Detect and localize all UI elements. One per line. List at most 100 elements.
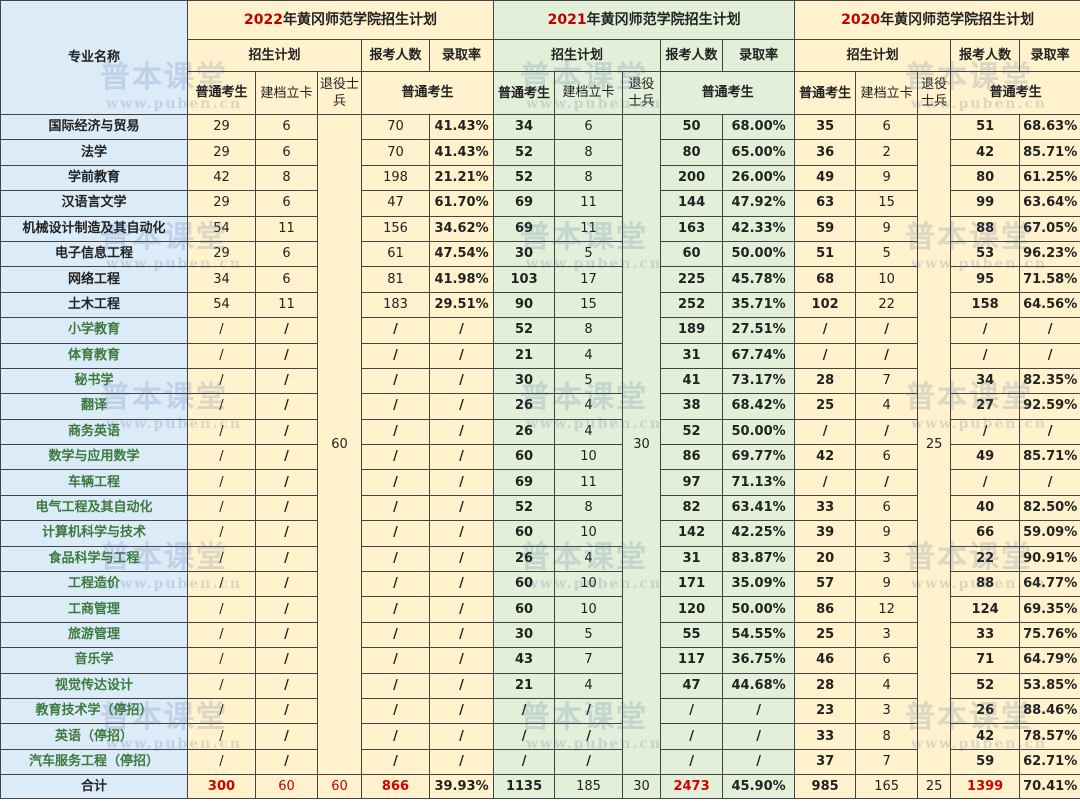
table-row: 旅游管理 / / //30 5 55 54.55% 25 3 33 75.76% xyxy=(0,621,1080,649)
applicants-2022: / xyxy=(361,621,430,649)
plan-header-2022: 招生计划 xyxy=(187,39,362,72)
total-archive-2021: 185 xyxy=(554,774,624,800)
applicants-2021: 142 xyxy=(660,520,724,547)
regular-2020: 63 xyxy=(794,190,857,217)
regular-2020: 46 xyxy=(794,647,857,674)
regular-2021: 60 xyxy=(493,520,556,547)
archive-2021: 5 xyxy=(554,240,624,268)
regular-2022: 29 xyxy=(187,139,256,166)
archive-2021: 5 xyxy=(554,621,624,649)
table-row: 计算机科学与技术 / / //60 10 142 42.25% 39 9 66 59.09% xyxy=(0,520,1080,547)
applicants-2022: 61 xyxy=(361,240,430,268)
total-regular-2020: 985 xyxy=(794,774,857,800)
applicants-2022: 198 xyxy=(361,164,430,192)
regular-2020: 37 xyxy=(794,748,857,776)
regular-2021: / xyxy=(493,723,556,750)
regular-2022: / xyxy=(187,596,256,623)
applicants-2022: / xyxy=(361,723,430,750)
archive-2020: 3 xyxy=(855,545,919,573)
regular-2020: / xyxy=(794,469,857,496)
archive-2021: 4 xyxy=(554,672,624,699)
applicants-2020: / xyxy=(950,418,1021,446)
rate-2020: / xyxy=(1019,342,1080,369)
archive-2021: 17 xyxy=(554,266,624,293)
total-veteran-2020: 25 xyxy=(917,774,952,800)
veteran-2021: 30 xyxy=(622,113,662,776)
archive-2021: / xyxy=(554,723,624,750)
archive-2020: 7 xyxy=(855,367,919,395)
rate-2022: / xyxy=(428,444,495,471)
total-rate-2020: 70.41% xyxy=(1019,774,1080,800)
veteran-header-2020: 退役士兵 xyxy=(917,71,952,115)
applicants-2020: 26 xyxy=(950,697,1021,725)
rate-2021: 26.00% xyxy=(722,164,796,192)
rate-2022: / xyxy=(428,723,495,750)
rate-2020: 85.71% xyxy=(1019,444,1080,471)
regular-2021: 26 xyxy=(493,418,556,446)
archive-2021: 11 xyxy=(554,469,624,496)
rate-2020: 67.05% xyxy=(1019,215,1080,242)
regular-2020: 86 xyxy=(794,596,857,623)
rate-2021: / xyxy=(722,723,796,750)
rate-2021: 67.74% xyxy=(722,342,796,369)
applicants-2021: 47 xyxy=(660,672,724,699)
rate-2021: 50.00% xyxy=(722,418,796,446)
rate-2021: 27.51% xyxy=(722,317,796,344)
regular-header-2022: 普通考生 xyxy=(187,71,256,115)
rate-2020: 96.23% xyxy=(1019,240,1080,268)
archive-2022: 6 xyxy=(255,240,318,268)
applicants-2021: 225 xyxy=(660,266,724,293)
regular-2020: 25 xyxy=(794,393,857,420)
regular-2020: 57 xyxy=(794,571,857,598)
applicants-2022: 70 xyxy=(361,113,430,141)
archive-2022: / xyxy=(255,342,318,369)
rate-2020: 71.58% xyxy=(1019,266,1080,293)
applicants-2020: 71 xyxy=(950,647,1021,674)
applicants-2020: 59 xyxy=(950,748,1021,776)
total-applicants-2022: 866 xyxy=(361,774,430,800)
archive-header-2020: 建档立卡 xyxy=(855,71,919,115)
rate-2020: 59.09% xyxy=(1019,520,1080,547)
archive-2022: 11 xyxy=(255,291,318,319)
rate-2022: 34.62% xyxy=(428,215,495,242)
archive-2020: / xyxy=(855,342,919,369)
major-name: 汉语言文学 xyxy=(0,190,188,217)
total-regular-2022: 300 xyxy=(187,774,256,800)
archive-2022: / xyxy=(255,469,318,496)
applicants-2022: 183 xyxy=(361,291,430,319)
regular-2022: / xyxy=(187,393,256,420)
applicants-2022: 70 xyxy=(361,139,430,166)
archive-2022: / xyxy=(255,545,318,573)
regular-2020: 68 xyxy=(794,266,857,293)
rate-header-2020: 录取率 xyxy=(1019,39,1080,72)
applicants-2021: 86 xyxy=(660,444,724,471)
rate-2022: / xyxy=(428,317,495,344)
rate-header-2022: 录取率 xyxy=(428,39,495,72)
rate-2022: 29.51% xyxy=(428,291,495,319)
regular-2021: / xyxy=(493,697,556,725)
applicants-2022: 81 xyxy=(361,266,430,293)
rate-2020: 61.25% xyxy=(1019,164,1080,192)
regular-2022: / xyxy=(187,367,256,395)
rate-2021: 68.00% xyxy=(722,113,796,141)
title-2020: 2020年黄冈师范学院招生计划 xyxy=(794,0,1080,40)
regular-2022: / xyxy=(187,571,256,598)
archive-2022: 6 xyxy=(255,190,318,217)
rate-2021: 71.13% xyxy=(722,469,796,496)
archive-2020: 6 xyxy=(855,647,919,674)
archive-2022: 11 xyxy=(255,215,318,242)
rate-2022: / xyxy=(428,697,495,725)
rate-2022: / xyxy=(428,469,495,496)
table-row: 翻译 / / //26 4 38 68.42% 25 4 27 92.59% xyxy=(0,393,1080,420)
applicants-2020: 99 xyxy=(950,190,1021,217)
regular-2020: 28 xyxy=(794,367,857,395)
archive-2020: 12 xyxy=(855,596,919,623)
table-row: 电子信息工程 29 6 61 47.54% 30 5 60 50.00% 51 5 53 96.23% xyxy=(0,240,1080,268)
regular-2021: 30 xyxy=(493,621,556,649)
major-name: 工程造价 xyxy=(0,571,188,598)
major-name: 食品科学与工程 xyxy=(0,545,188,573)
archive-2022: / xyxy=(255,367,318,395)
plan-header-2021: 招生计划 xyxy=(493,39,662,72)
applicants-2021: / xyxy=(660,697,724,725)
archive-2020: 5 xyxy=(855,240,919,268)
